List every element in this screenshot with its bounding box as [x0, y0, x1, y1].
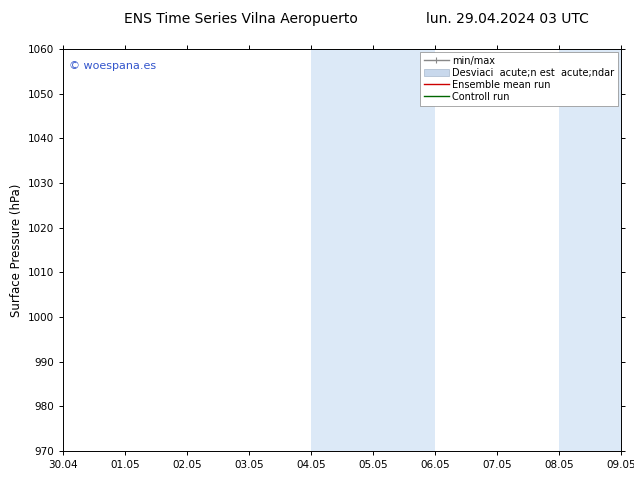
Bar [559, 49, 621, 451]
Legend: min/max, Desviaci  acute;n est  acute;ndar, Ensemble mean run, Controll run: min/max, Desviaci acute;n est acute;ndar… [420, 52, 618, 105]
Text: ENS Time Series Vilna Aeropuerto: ENS Time Series Vilna Aeropuerto [124, 12, 358, 26]
Text: lun. 29.04.2024 03 UTC: lun. 29.04.2024 03 UTC [426, 12, 588, 26]
Y-axis label: Surface Pressure (hPa): Surface Pressure (hPa) [10, 183, 23, 317]
Text: © woespana.es: © woespana.es [69, 61, 156, 71]
Bar [311, 49, 436, 451]
